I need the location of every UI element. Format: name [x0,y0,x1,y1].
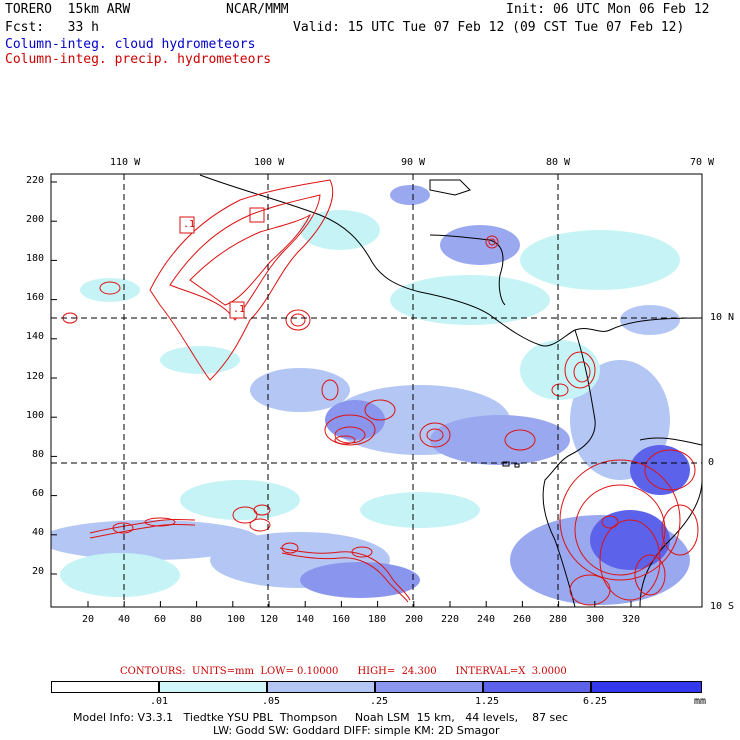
x-tick-label: 220 [441,614,460,625]
model-title: TORERO 15km ARW [5,2,131,17]
y-tick-label: 100 [26,410,45,421]
contour-label: .1 [183,219,196,230]
legend-swatch [159,681,267,693]
y-tick-label: 160 [26,292,45,303]
x-tick-label: 100 [227,614,246,625]
lat-label: 0 [708,457,715,468]
x-tick-label: 140 [296,614,315,625]
y-tick-label: 40 [32,527,45,538]
legend-swatch [51,681,159,693]
legend-swatch [267,681,375,693]
y-tick-label: 60 [32,488,45,499]
contours-info: CONTOURS: UNITS=mm LOW= 0.10000 HIGH= 24… [120,666,567,677]
x-tick-label: 40 [118,614,131,625]
field-precip-label: Column-integ. precip. hydrometeors [5,52,272,67]
lat-label: 10 N [710,312,735,323]
precip-contours [62,179,699,606]
x-tick-label: 160 [332,614,351,625]
y-tick-label: 180 [26,253,45,264]
legend-label: .05 [262,696,281,707]
legend-unit-label: mm [694,696,707,707]
lon-label: 90 W [401,157,426,168]
y-tick-label: 20 [32,566,45,577]
y-tick-label: 220 [26,175,45,186]
x-tick-label: 120 [260,614,279,625]
valid-time: Valid: 15 UTC Tue 07 Feb 12 (09 CST Tue … [293,20,685,35]
model-info-line2: LW: Godd SW: Goddard DIFF: simple KM: 2D… [213,724,500,737]
x-tick-label: 280 [549,614,568,625]
x-tick-label: 60 [154,614,167,625]
x-tick-label: 240 [477,614,496,625]
cloud-shading [51,185,690,605]
y-tick-label: 140 [26,331,45,342]
institution-label: NCAR/MMM [226,2,289,17]
lon-label: 70 W [690,157,715,168]
y-tick-label: 200 [26,214,45,225]
x-tick-label: 260 [513,614,532,625]
lon-label: 80 W [546,157,571,168]
legend-label: 1.25 [475,696,500,707]
contour-label-boxes [179,207,265,319]
lon-label: 110 W [110,157,141,168]
legend-swatch [591,681,702,693]
legend-label: .01 [150,696,169,707]
x-tick-label: 20 [82,614,95,625]
x-tick-label: 320 [622,614,641,625]
x-tick-label: 80 [190,614,203,625]
lat-label: 10 S [710,601,735,612]
y-tick-label: 80 [32,449,45,460]
legend-label: 6.25 [583,696,608,707]
contour-label: .1 [233,304,246,315]
y-tick-label: 120 [26,371,45,382]
legend-label: .25 [370,696,389,707]
legend-swatch [375,681,483,693]
x-tick-label: 300 [586,614,605,625]
field-cloud-label: Column-integ. cloud hydrometeors [5,37,256,52]
x-tick-label: 200 [405,614,424,625]
init-time: Init: 06 UTC Mon 06 Feb 12 [506,2,710,17]
legend-swatch [483,681,591,693]
color-legend-bar [51,681,702,693]
lon-label: 100 W [254,157,285,168]
latlon-grid [51,174,702,607]
forecast-hour: Fcst: 33 h [5,20,99,35]
model-info-line1: Model Info: V3.3.1 Tiedtke YSU PBL Thomp… [73,711,569,724]
x-tick-label: 180 [368,614,387,625]
